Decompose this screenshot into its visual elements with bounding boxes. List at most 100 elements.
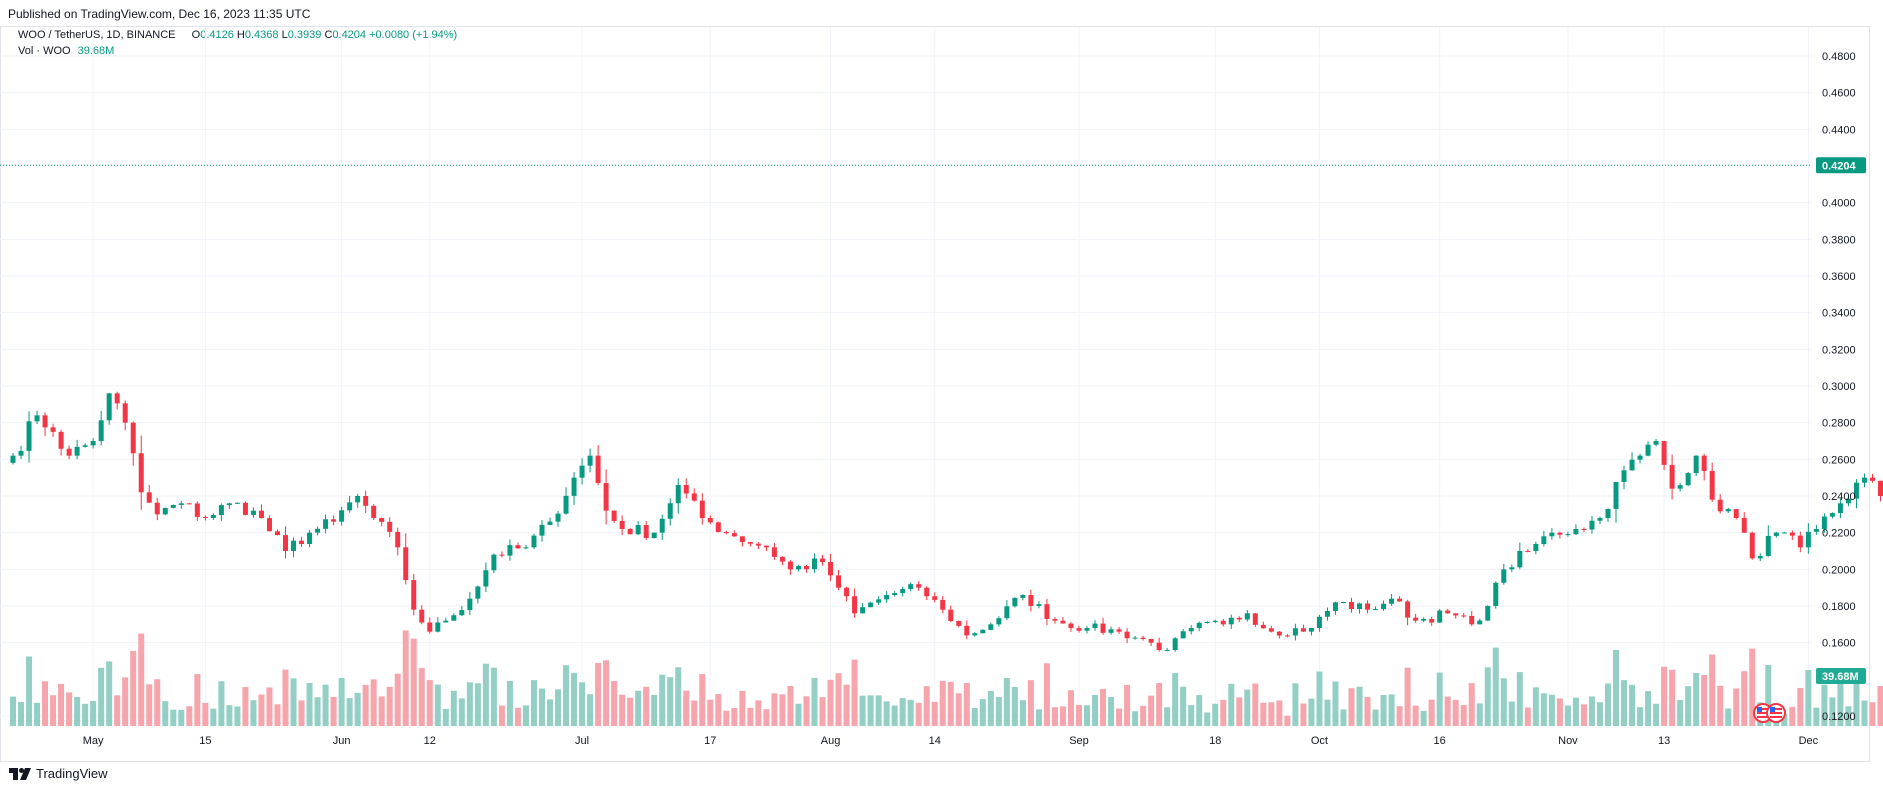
candle-body (747, 542, 753, 544)
volume-bar (90, 700, 97, 726)
price-tick-label: 0.4400 (1822, 124, 1856, 136)
time-axis[interactable]: May15Jun12Jul17Aug14Sep18Oct16Nov13Dec18 (83, 735, 1883, 747)
candle-body (1180, 631, 1186, 639)
volume-bar (819, 697, 826, 726)
volume-bar (1556, 698, 1563, 726)
volume-bar (1308, 698, 1315, 726)
volume-bar (354, 692, 361, 726)
last-price-tag: 0.4204 (1816, 157, 1866, 174)
candle-body (683, 485, 689, 494)
price-tick-label: 0.2000 (1822, 564, 1856, 576)
candle-body (1212, 620, 1218, 622)
candle-body (1164, 650, 1170, 651)
candle-body (1012, 597, 1018, 607)
candle-body (771, 547, 777, 557)
candle-body (1228, 617, 1234, 625)
candle-body (291, 540, 297, 551)
candle-body (1877, 480, 1883, 496)
candle-body (1324, 611, 1330, 617)
price-tick-label: 0.3400 (1822, 308, 1856, 320)
candle-body (50, 427, 56, 432)
candle-body (1541, 536, 1547, 544)
volume-bar (1797, 687, 1804, 726)
symbol-legend[interactable]: WOO / TetherUS, 1D, BINANCE O0.4126 H0.4… (18, 29, 457, 41)
volume-bar (346, 698, 353, 726)
volume-bar (194, 674, 201, 726)
candle-body (1573, 529, 1579, 535)
candle-body (1717, 499, 1723, 512)
candle-body (547, 521, 553, 525)
candle-body (555, 513, 561, 522)
candle-body (435, 622, 441, 632)
price-axis[interactable]: 0.48000.46000.44000.42000.40000.38000.36… (1822, 51, 1856, 723)
volume-label: Vol · WOO (18, 45, 71, 57)
candle-body (900, 589, 906, 594)
chart-frame[interactable] (0, 26, 1870, 762)
candle-body (387, 521, 393, 532)
candle-body (1092, 623, 1098, 628)
candle-body (1437, 610, 1443, 623)
candle-body (515, 545, 521, 549)
volume-legend[interactable]: Vol · WOO 39.68M (18, 45, 114, 57)
volume-bar (739, 690, 746, 726)
volume-bar (603, 660, 610, 726)
candle-body (202, 516, 208, 518)
volume-bar (1877, 685, 1883, 726)
volume-bar (1228, 683, 1235, 726)
volume-bar (1733, 688, 1740, 726)
price-tick-label: 0.4800 (1822, 51, 1856, 63)
volume-bar (1420, 710, 1427, 726)
volume-bar (891, 705, 898, 726)
volume-bar (923, 686, 930, 726)
time-tick-label: Oct (1311, 735, 1328, 747)
candle-body (347, 502, 353, 511)
volume-bar (619, 694, 626, 726)
volume-bar (1252, 683, 1259, 726)
price-tick-label: 0.2800 (1822, 418, 1856, 430)
tradingview-logo[interactable]: TradingView (9, 766, 108, 781)
candle-body (1172, 638, 1178, 650)
time-tick-label: Aug (821, 735, 841, 747)
volume-bar (987, 690, 994, 726)
volume-bar (1444, 696, 1451, 726)
volume-bar (683, 690, 690, 726)
volume-bar (1701, 674, 1708, 726)
volume-bar (338, 677, 345, 726)
volume-bar (26, 656, 33, 726)
candle-body (1581, 529, 1587, 530)
candle-body (980, 629, 986, 634)
candle-body (916, 584, 922, 588)
candle-body (363, 496, 369, 506)
volume-bar (1781, 713, 1788, 726)
volume-bar (1805, 670, 1812, 726)
volume-bar (755, 700, 762, 726)
candle-body (699, 500, 705, 518)
volume-bar (795, 703, 802, 726)
candle-body (1845, 498, 1851, 504)
candle-body (1589, 520, 1595, 530)
candle-body (1733, 509, 1739, 518)
volume-bar (1332, 681, 1339, 726)
volume-bar (1829, 697, 1836, 726)
volume-bar (458, 698, 465, 726)
candle-body (868, 602, 874, 608)
candle-body (274, 531, 280, 536)
us-flag-icon[interactable] (1766, 703, 1786, 723)
volume-bar (202, 702, 209, 726)
time-tick-label: Sep (1069, 735, 1089, 747)
time-tick-label: 17 (704, 735, 716, 747)
volume-bar (474, 683, 481, 726)
candle-body (1557, 532, 1563, 535)
candle-body (587, 455, 593, 466)
candle-body (1060, 620, 1066, 624)
candle-body (1397, 598, 1403, 602)
candle-body (1741, 518, 1747, 533)
candle-body (795, 566, 801, 570)
candle-body (948, 609, 954, 621)
high-value: 0.4368 (244, 29, 279, 41)
candle-body (779, 556, 785, 562)
candle-body (379, 518, 385, 522)
event-markers[interactable] (1753, 703, 1786, 723)
candle-body (1373, 609, 1379, 611)
